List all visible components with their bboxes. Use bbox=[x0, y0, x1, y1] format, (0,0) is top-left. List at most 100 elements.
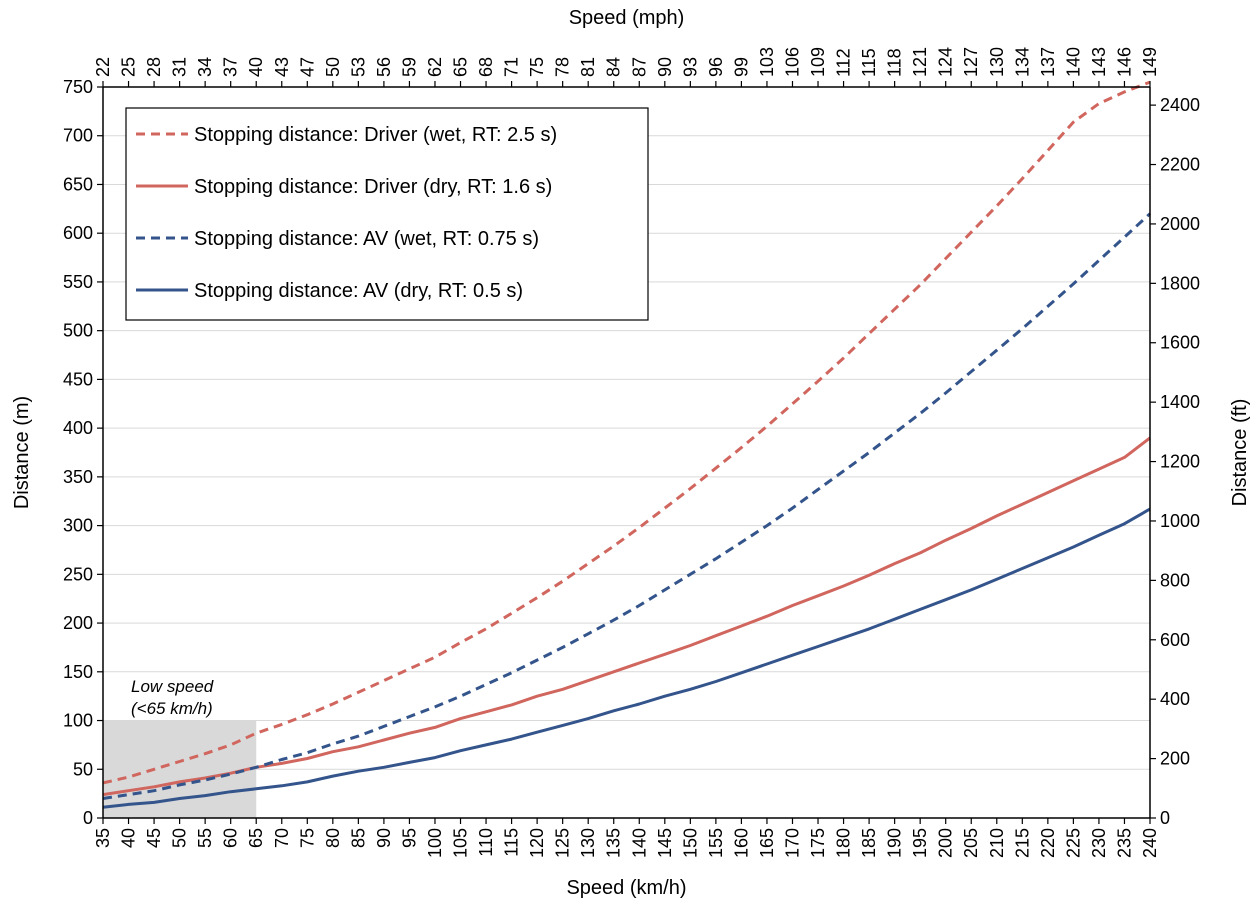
x-tick-label: 40 bbox=[119, 828, 139, 848]
x2-tick-label: 124 bbox=[936, 47, 956, 77]
x2-tick-label: 106 bbox=[782, 47, 802, 77]
x2-tick-label: 103 bbox=[757, 47, 777, 77]
x-tick-label: 90 bbox=[374, 828, 394, 848]
series-line-4 bbox=[102, 507, 1151, 809]
x2-tick-label: 65 bbox=[451, 57, 471, 77]
low-speed-annotation-line2: (<65 km/h) bbox=[131, 699, 213, 718]
x-tick-label: 145 bbox=[655, 828, 675, 858]
x-tick-label: 240 bbox=[1140, 828, 1160, 858]
x2-tick-label: 25 bbox=[119, 57, 139, 77]
x-axis-title: Speed (km/h) bbox=[566, 877, 686, 899]
x2-tick-label: 43 bbox=[272, 57, 292, 77]
y-tick-label: 450 bbox=[63, 369, 93, 389]
x2-tick-label: 50 bbox=[323, 57, 343, 77]
y2-tick-label: 2400 bbox=[1160, 95, 1200, 115]
top-x-axis-title: Speed (mph) bbox=[569, 7, 685, 29]
x-tick-label: 190 bbox=[885, 828, 905, 858]
x2-tick-label: 143 bbox=[1089, 47, 1109, 77]
x-tick-label: 60 bbox=[221, 828, 241, 848]
y-tick-label: 300 bbox=[63, 516, 93, 536]
x-tick-label: 110 bbox=[476, 828, 496, 857]
x-tick-label: 45 bbox=[144, 828, 164, 848]
x2-tick-label: 115 bbox=[859, 48, 879, 77]
y2-tick-label: 2000 bbox=[1160, 214, 1200, 234]
y-tick-label: 100 bbox=[63, 711, 93, 731]
x2-tick-label: 96 bbox=[706, 57, 726, 77]
series-line-2 bbox=[102, 436, 1151, 797]
x2-tick-label: 78 bbox=[553, 57, 573, 77]
x-tick-label: 215 bbox=[1012, 828, 1032, 858]
y2-tick-label: 2200 bbox=[1160, 155, 1200, 175]
legend: Stopping distance: Driver (wet, RT: 2.5 … bbox=[125, 107, 649, 321]
series-line-3 bbox=[102, 212, 1152, 800]
y2-tick-label: 1800 bbox=[1160, 273, 1200, 293]
x-tick-label: 135 bbox=[604, 828, 624, 858]
x2-tick-label: 59 bbox=[399, 57, 419, 77]
y-tick-label: 550 bbox=[63, 272, 93, 292]
x2-tick-label: 47 bbox=[297, 57, 317, 77]
axes: 0501001502002503003504004505005506006507… bbox=[63, 47, 1200, 858]
x-tick-label: 100 bbox=[425, 828, 445, 858]
x2-tick-label: 68 bbox=[476, 57, 496, 77]
series-line-1 bbox=[102, 80, 1151, 785]
x-tick-label: 185 bbox=[859, 828, 879, 858]
y-tick-label: 600 bbox=[63, 223, 93, 243]
y2-tick-label: 800 bbox=[1160, 570, 1190, 590]
y-tick-label: 250 bbox=[63, 564, 93, 584]
x-tick-label: 140 bbox=[629, 828, 649, 858]
legend-label-2: Stopping distance: Driver (dry, RT: 1.6 … bbox=[194, 176, 552, 198]
x-tick-label: 55 bbox=[195, 828, 215, 848]
right-y-axis-title: Distance (ft) bbox=[1229, 399, 1251, 507]
x-tick-label: 195 bbox=[910, 828, 930, 858]
x-tick-label: 120 bbox=[527, 828, 547, 858]
x2-tick-label: 81 bbox=[578, 57, 598, 77]
x2-tick-label: 134 bbox=[1012, 47, 1032, 77]
legend-label-4: Stopping distance: AV (dry, RT: 0.5 s) bbox=[194, 280, 523, 302]
y2-tick-label: 1400 bbox=[1160, 392, 1200, 412]
x-tick-label: 150 bbox=[680, 828, 700, 858]
y-tick-label: 400 bbox=[63, 418, 93, 438]
x2-tick-label: 112 bbox=[834, 48, 854, 77]
x-tick-label: 205 bbox=[961, 828, 981, 858]
x2-tick-label: 140 bbox=[1063, 47, 1083, 77]
y-tick-label: 350 bbox=[63, 467, 93, 487]
x2-tick-label: 56 bbox=[374, 57, 394, 77]
x2-tick-label: 127 bbox=[961, 47, 981, 77]
x-tick-label: 220 bbox=[1038, 828, 1058, 858]
low-speed-annotation-line1: Low speed bbox=[131, 677, 214, 696]
x-tick-label: 70 bbox=[272, 828, 292, 848]
y-tick-label: 750 bbox=[63, 77, 93, 97]
x-tick-label: 165 bbox=[757, 828, 777, 858]
x-tick-label: 80 bbox=[323, 828, 343, 848]
x2-tick-label: 53 bbox=[348, 57, 368, 77]
x2-tick-label: 130 bbox=[987, 47, 1007, 77]
series-lines bbox=[102, 80, 1152, 809]
x2-tick-label: 62 bbox=[425, 57, 445, 77]
x2-tick-label: 87 bbox=[629, 57, 649, 77]
x2-tick-label: 121 bbox=[910, 47, 930, 77]
x-tick-label: 50 bbox=[170, 828, 190, 848]
legend-label-3: Stopping distance: AV (wet, RT: 0.75 s) bbox=[194, 228, 539, 250]
x2-tick-label: 75 bbox=[527, 57, 547, 77]
legend-label-1: Stopping distance: Driver (wet, RT: 2.5 … bbox=[194, 124, 557, 146]
y2-tick-label: 600 bbox=[1160, 630, 1190, 650]
y-tick-label: 650 bbox=[63, 174, 93, 194]
x2-tick-label: 22 bbox=[93, 57, 113, 77]
x2-tick-label: 31 bbox=[170, 57, 190, 77]
x-tick-label: 230 bbox=[1089, 828, 1109, 858]
x-tick-label: 200 bbox=[936, 828, 956, 858]
x2-tick-label: 99 bbox=[731, 57, 751, 77]
x2-tick-label: 137 bbox=[1038, 47, 1058, 77]
x-tick-label: 235 bbox=[1114, 828, 1134, 858]
y2-tick-label: 1200 bbox=[1160, 452, 1200, 472]
x2-tick-label: 28 bbox=[144, 57, 164, 77]
x-tick-label: 175 bbox=[808, 828, 828, 858]
x2-tick-label: 109 bbox=[808, 47, 828, 77]
x2-tick-label: 84 bbox=[604, 57, 624, 77]
x-tick-label: 125 bbox=[553, 828, 573, 858]
x-tick-label: 85 bbox=[348, 828, 368, 848]
y-tick-label: 0 bbox=[83, 808, 93, 828]
x2-tick-label: 146 bbox=[1114, 47, 1134, 77]
